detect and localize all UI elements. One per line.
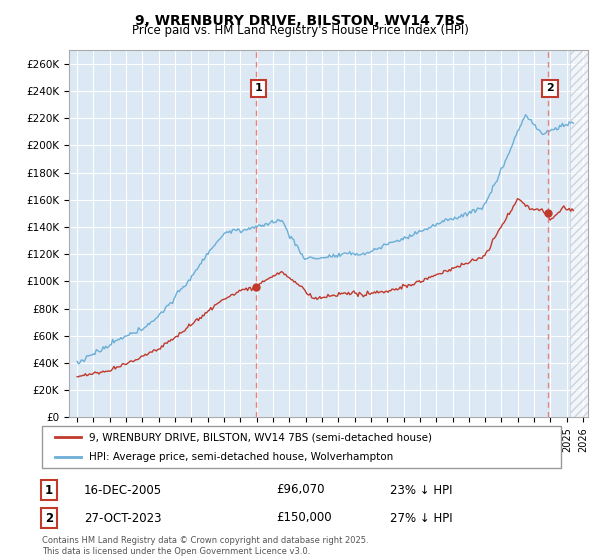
Text: 1: 1 — [254, 83, 262, 94]
Text: 27% ↓ HPI: 27% ↓ HPI — [390, 511, 452, 525]
Text: 2: 2 — [546, 83, 554, 94]
Text: £96,070: £96,070 — [276, 483, 325, 497]
Text: 9, WRENBURY DRIVE, BILSTON, WV14 7BS (semi-detached house): 9, WRENBURY DRIVE, BILSTON, WV14 7BS (se… — [89, 432, 432, 442]
Text: 16-DEC-2005: 16-DEC-2005 — [84, 483, 162, 497]
Text: 9, WRENBURY DRIVE, BILSTON, WV14 7BS: 9, WRENBURY DRIVE, BILSTON, WV14 7BS — [135, 14, 465, 28]
Text: £150,000: £150,000 — [276, 511, 332, 525]
Text: HPI: Average price, semi-detached house, Wolverhampton: HPI: Average price, semi-detached house,… — [89, 452, 393, 462]
Text: 1: 1 — [45, 483, 53, 497]
Text: Price paid vs. HM Land Registry's House Price Index (HPI): Price paid vs. HM Land Registry's House … — [131, 24, 469, 37]
Text: 23% ↓ HPI: 23% ↓ HPI — [390, 483, 452, 497]
Text: 27-OCT-2023: 27-OCT-2023 — [84, 511, 161, 525]
Text: Contains HM Land Registry data © Crown copyright and database right 2025.
This d: Contains HM Land Registry data © Crown c… — [42, 536, 368, 556]
Text: 2: 2 — [45, 511, 53, 525]
